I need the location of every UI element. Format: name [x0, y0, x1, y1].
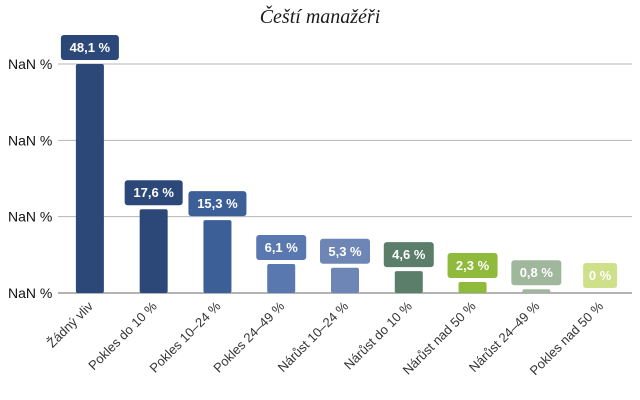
value-label: 17,6 %	[133, 185, 174, 200]
x-tick-label: Žádný vliv	[44, 298, 96, 350]
y-tick-label: NaN %	[8, 285, 52, 301]
bar	[394, 271, 423, 293]
value-label-bg	[583, 263, 618, 288]
value-label: 15,3 %	[197, 196, 238, 211]
value-label-bg	[511, 260, 562, 286]
bar	[203, 220, 232, 293]
value-label: 2,3 %	[456, 258, 490, 273]
value-label-bg	[256, 234, 307, 260]
value-label: 0 %	[589, 268, 612, 283]
value-label-bg	[124, 180, 183, 206]
value-label-bg	[383, 242, 434, 268]
value-label: 5,3 %	[328, 244, 362, 259]
value-label: 6,1 %	[265, 240, 299, 255]
bar	[139, 209, 168, 293]
y-tick-label: NaN %	[8, 209, 52, 225]
bar	[331, 267, 359, 293]
bar	[522, 289, 551, 293]
value-label-bg	[447, 253, 498, 279]
value-label-bg	[188, 191, 247, 217]
bar	[458, 282, 487, 293]
value-label-bg	[320, 238, 370, 264]
y-tick-label: NaN %	[8, 132, 52, 148]
chart-title: Čeští manažéři	[259, 6, 381, 28]
y-tick-label: NaN %	[8, 56, 52, 72]
value-label-bg	[60, 35, 119, 60]
value-label: 4,6 %	[392, 247, 426, 262]
value-label: 48,1 %	[70, 40, 111, 55]
value-label: 0,8 %	[520, 265, 554, 280]
bar	[267, 263, 296, 293]
bar	[75, 64, 104, 293]
